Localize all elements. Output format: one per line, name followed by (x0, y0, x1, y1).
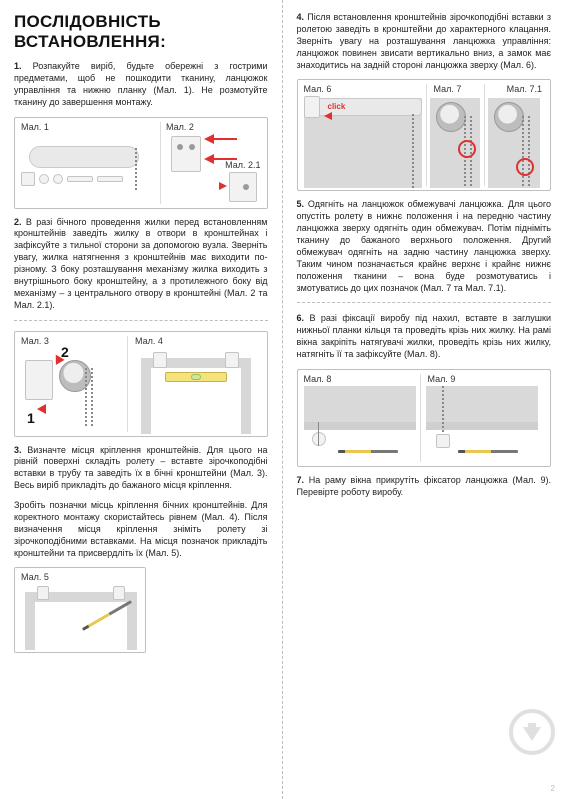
frame-right (241, 358, 251, 434)
step-2-num: 2. (14, 217, 22, 227)
bracket-illustration (153, 352, 167, 368)
step-1-num: 1. (14, 61, 22, 71)
fig-label-3: Мал. 3 (21, 336, 49, 346)
page-number: 2 (551, 784, 555, 793)
step-5-num: 5. (297, 199, 305, 209)
step-7-text: 7. На раму вікна прикрутіть фіксатор лан… (297, 475, 552, 499)
fig-label-4: Мал. 4 (135, 336, 163, 346)
part-illustration (21, 172, 35, 186)
chain-illustration (85, 368, 87, 428)
divider (484, 84, 485, 186)
divider (420, 374, 421, 462)
step-3-text-a: 3. Визначте місця кріплення кронштейнів.… (14, 445, 268, 493)
bottom-bar (304, 422, 416, 430)
step-3-text-b: Зробіть позначки місць кріплення бічних … (14, 500, 268, 559)
fig-label-9: Мал. 9 (428, 374, 456, 384)
divider (160, 122, 161, 204)
tube-illustration (304, 98, 422, 116)
bracket-illustration (225, 352, 239, 368)
chain-fixator (436, 434, 450, 448)
section-divider (297, 302, 552, 303)
step-3-num: 3. (14, 445, 22, 455)
fig-label-7: Мал. 7 (434, 84, 462, 94)
figure-box-1-2: Мал. 1 Мал. 2 Мал. 2.1 (14, 117, 268, 209)
screwdriver-icon (338, 450, 398, 453)
page: ПОСЛІДОВНІСТЬ ВСТАНОВЛЕННЯ: 1. Розпакуйт… (0, 0, 565, 799)
step-2-text: 2. В разі бічного проведення жилки перед… (14, 217, 268, 312)
fig-label-6: Мал. 6 (304, 84, 332, 94)
figure-box-5: Мал. 5 (14, 567, 146, 653)
step-2-body: В разі бічного проведення жилки перед вс… (14, 217, 268, 310)
red-arrow-icon (324, 112, 332, 120)
step-6-num: 6. (297, 313, 305, 323)
screwdriver-icon (82, 601, 132, 632)
chain-illustration (522, 116, 524, 188)
step-4-num: 4. (297, 12, 305, 22)
chain-illustration (91, 368, 93, 428)
left-column: ПОСЛІДОВНІСТЬ ВСТАНОВЛЕННЯ: 1. Розпакуйт… (0, 0, 283, 799)
fig-label-1: Мал. 1 (21, 122, 49, 132)
step-1-body: Розпакуйте виріб, будьте обережні з гост… (14, 61, 268, 107)
chain-illustration (135, 148, 137, 190)
bracket-illustration (113, 586, 125, 600)
fig-label-5: Мал. 5 (21, 572, 49, 582)
frame-left (141, 358, 151, 434)
part-illustration (39, 174, 49, 184)
bracket-illustration (37, 586, 49, 600)
mechanism-wheel (436, 102, 466, 132)
fig-label-21: Мал. 2.1 (225, 160, 260, 170)
part-illustration (97, 176, 123, 182)
hole-illustration (177, 144, 183, 150)
part-illustration (53, 174, 63, 184)
divider (127, 336, 128, 432)
step-1-text: 1. Розпакуйте виріб, будьте обережні з г… (14, 61, 268, 109)
red-circle-callout (516, 158, 534, 176)
hole-illustration (189, 144, 195, 150)
screwdriver-icon (458, 450, 518, 453)
step-5-body: Одягніть на ланцюжок обмежувачі ланцюжка… (297, 199, 552, 292)
cord-line (318, 422, 319, 446)
section-divider (14, 320, 268, 321)
red-line (211, 138, 237, 140)
step-4-text: 4. Після встановлення кронштейнів зірочк… (297, 12, 552, 71)
step-4-body: Після встановлення кронштейнів зірочкопо… (297, 12, 552, 70)
watermark-icon (509, 709, 555, 755)
bracket-illustration (25, 360, 53, 400)
figure-box-8-9: Мал. 8 Мал. 9 (297, 369, 552, 467)
tensioner (312, 432, 326, 446)
hole-illustration (243, 184, 249, 190)
step-7-body: На раму вікна прикрутіть фіксатор ланцюж… (297, 475, 552, 497)
red-circle-callout (458, 140, 476, 158)
step-6-body: В разі фіксації виробу під нахил, вставт… (297, 313, 552, 359)
red-arrow-icon (37, 404, 46, 414)
figure-box-6-7: Мал. 6 Мал. 7 Мал. 7.1 click (297, 79, 552, 191)
step-3-body-a: Визначте місця кріплення кронштейнів. Дл… (14, 445, 268, 491)
fig-label-2: Мал. 2 (166, 122, 194, 132)
red-arrow-icon (219, 182, 227, 190)
click-label: click (328, 102, 346, 111)
fig-label-8: Мал. 8 (304, 374, 332, 384)
watermark-arrow (523, 727, 541, 741)
step-6-text: 6. В разі фіксації виробу під нахил, вст… (297, 313, 552, 361)
step-5-text: 5. Одягніть на ланцюжок обмежувачі ланцю… (297, 199, 552, 294)
divider (426, 84, 427, 186)
part-illustration (67, 176, 93, 182)
chain-illustration (412, 114, 414, 188)
chain-illustration (528, 116, 530, 188)
mechanism-wheel (494, 102, 524, 132)
fig-label-71: Мал. 7.1 (507, 84, 542, 94)
figure-box-3-4: Мал. 3 Мал. 4 1 2 (14, 331, 268, 437)
bracket-illustration (171, 136, 201, 172)
step-7-num: 7. (297, 475, 305, 485)
callout-1: 1 (27, 410, 35, 426)
frame-left (25, 592, 35, 650)
tube-illustration (29, 146, 139, 168)
level-bubble (191, 374, 201, 380)
page-title: ПОСЛІДОВНІСТЬ ВСТАНОВЛЕННЯ: (14, 12, 268, 51)
right-column: 4. Після встановлення кронштейнів зірочк… (283, 0, 565, 799)
bracket-illustration (304, 96, 320, 118)
fabric-illustration (304, 386, 416, 422)
